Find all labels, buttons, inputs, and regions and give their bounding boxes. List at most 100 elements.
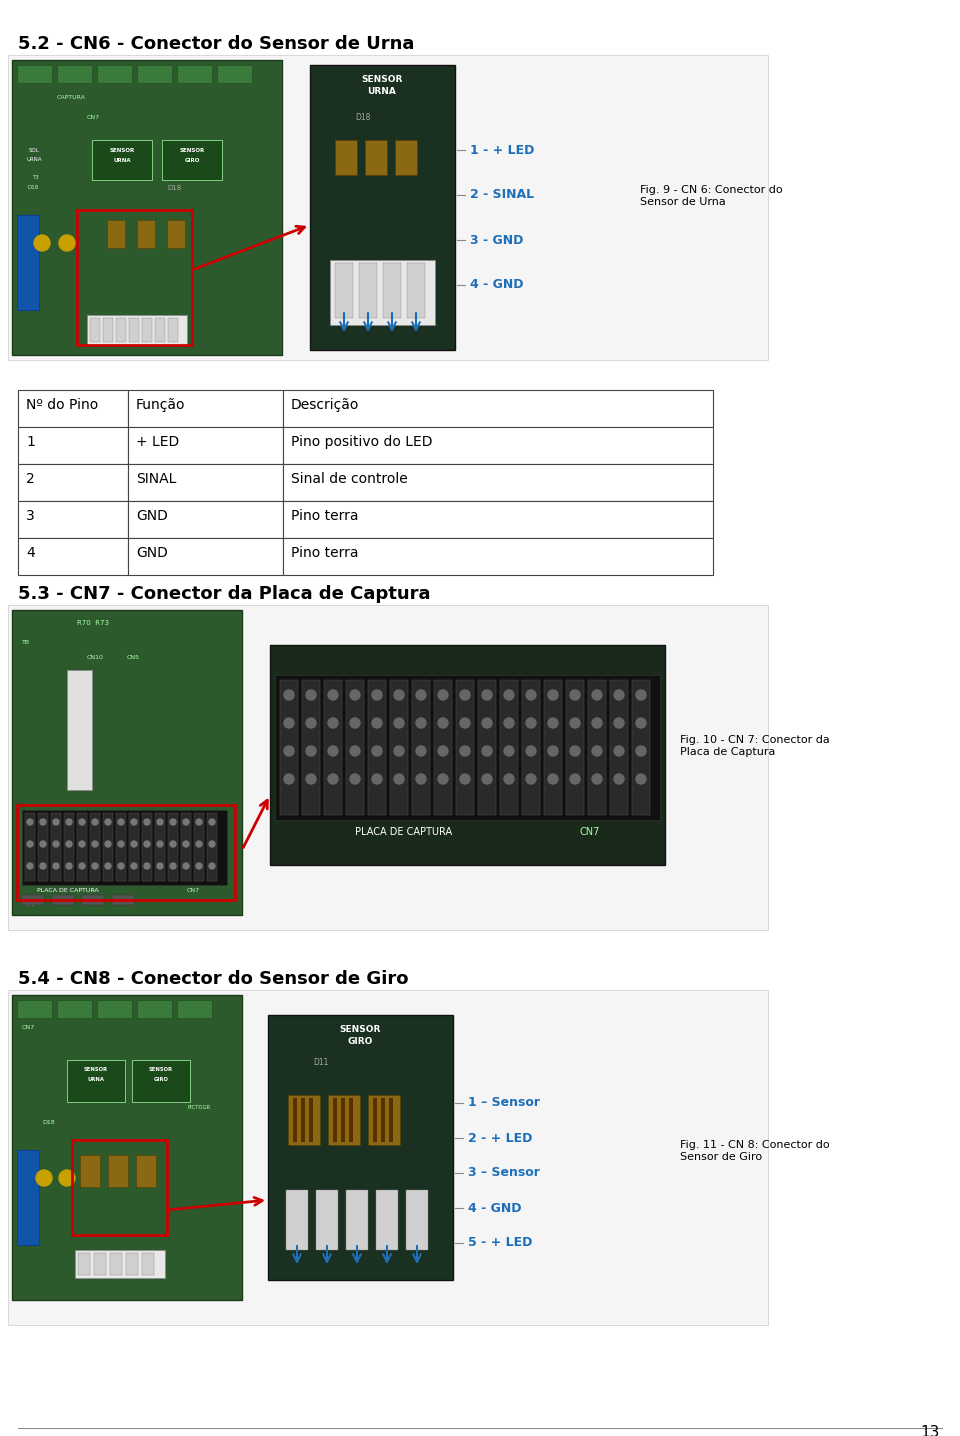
Text: 3 – Sensor: 3 – Sensor	[468, 1166, 540, 1179]
Text: TB: TB	[22, 640, 30, 645]
Text: GIRO: GIRO	[154, 1077, 168, 1081]
Bar	[328, 1096, 360, 1144]
Bar	[17, 806, 235, 900]
Circle shape	[157, 819, 163, 826]
Circle shape	[416, 774, 426, 784]
Text: D18: D18	[167, 185, 181, 191]
Circle shape	[636, 774, 646, 784]
Circle shape	[504, 774, 514, 784]
Text: 5.3 - CN7 - Conector da Placa de Captura: 5.3 - CN7 - Conector da Placa de Captura	[18, 584, 430, 603]
Circle shape	[350, 691, 360, 699]
Text: GIRO: GIRO	[184, 158, 200, 164]
Circle shape	[183, 863, 189, 869]
Text: 4 - GND: 4 - GND	[468, 1202, 521, 1215]
Circle shape	[328, 745, 338, 755]
Bar	[18, 391, 128, 426]
Bar	[142, 1254, 154, 1275]
Text: URNA: URNA	[368, 88, 396, 96]
Text: URNA: URNA	[26, 157, 42, 162]
Bar	[75, 1249, 165, 1278]
Bar	[22, 810, 227, 885]
Text: Descrição: Descrição	[291, 398, 359, 412]
Circle shape	[592, 745, 602, 755]
Bar	[17, 999, 52, 1018]
Circle shape	[592, 774, 602, 784]
Bar	[588, 681, 606, 816]
Circle shape	[350, 774, 360, 784]
Text: Fig. 9 - CN 6: Conector do
Sensor de Urna: Fig. 9 - CN 6: Conector do Sensor de Urn…	[640, 185, 782, 207]
Circle shape	[79, 841, 85, 847]
Bar	[544, 681, 562, 816]
Text: CN7: CN7	[580, 827, 600, 837]
Circle shape	[27, 863, 33, 869]
Bar	[288, 1096, 320, 1144]
Text: 5 - + LED: 5 - + LED	[468, 1236, 533, 1249]
Circle shape	[118, 819, 124, 826]
Circle shape	[118, 841, 124, 847]
Circle shape	[131, 863, 137, 869]
Bar	[38, 813, 48, 882]
Circle shape	[284, 774, 294, 784]
Bar	[333, 1099, 337, 1142]
Circle shape	[526, 718, 536, 728]
Bar	[129, 813, 139, 882]
Bar	[12, 610, 242, 915]
Bar	[112, 895, 134, 905]
Bar	[8, 605, 768, 931]
Circle shape	[170, 819, 176, 826]
Circle shape	[570, 691, 580, 699]
Text: - -: - -	[27, 902, 35, 908]
Circle shape	[79, 819, 85, 826]
Circle shape	[53, 841, 59, 847]
Text: Função: Função	[136, 398, 185, 412]
Text: CN10: CN10	[87, 655, 104, 661]
Circle shape	[416, 691, 426, 699]
Text: Pino terra: Pino terra	[291, 546, 358, 560]
Bar	[107, 220, 125, 248]
Bar	[310, 65, 455, 350]
Circle shape	[183, 841, 189, 847]
Circle shape	[636, 745, 646, 755]
Circle shape	[92, 841, 98, 847]
Circle shape	[36, 1170, 52, 1186]
Text: 1 – Sensor: 1 – Sensor	[468, 1097, 540, 1110]
Circle shape	[394, 718, 404, 728]
Circle shape	[372, 745, 382, 755]
Circle shape	[394, 774, 404, 784]
Circle shape	[328, 691, 338, 699]
Text: D18: D18	[355, 113, 371, 122]
Circle shape	[350, 745, 360, 755]
Bar	[92, 139, 152, 180]
Circle shape	[34, 236, 50, 251]
Circle shape	[105, 841, 111, 847]
Bar	[8, 55, 768, 360]
Circle shape	[40, 841, 46, 847]
Bar	[181, 813, 191, 882]
Text: PLACA DE CAPTURA: PLACA DE CAPTURA	[355, 827, 452, 837]
Circle shape	[548, 718, 558, 728]
Circle shape	[328, 774, 338, 784]
Bar	[335, 139, 357, 175]
Circle shape	[59, 1170, 75, 1186]
Circle shape	[394, 745, 404, 755]
Circle shape	[570, 745, 580, 755]
Circle shape	[196, 841, 202, 847]
Circle shape	[394, 691, 404, 699]
Text: SENSOR: SENSOR	[180, 148, 204, 154]
Text: PLACA DE CAPTURA: PLACA DE CAPTURA	[37, 887, 99, 893]
Circle shape	[40, 819, 46, 826]
Text: 13: 13	[921, 1425, 940, 1436]
Text: D18: D18	[42, 1120, 55, 1124]
Bar	[57, 999, 92, 1018]
Bar	[566, 681, 584, 816]
Bar	[103, 317, 113, 342]
Text: SENSOR: SENSOR	[84, 1067, 108, 1073]
Circle shape	[372, 691, 382, 699]
Bar	[128, 464, 283, 501]
Circle shape	[144, 841, 150, 847]
Bar	[330, 260, 435, 325]
Circle shape	[306, 691, 316, 699]
Bar	[500, 681, 518, 816]
Circle shape	[53, 863, 59, 869]
Bar	[434, 681, 452, 816]
